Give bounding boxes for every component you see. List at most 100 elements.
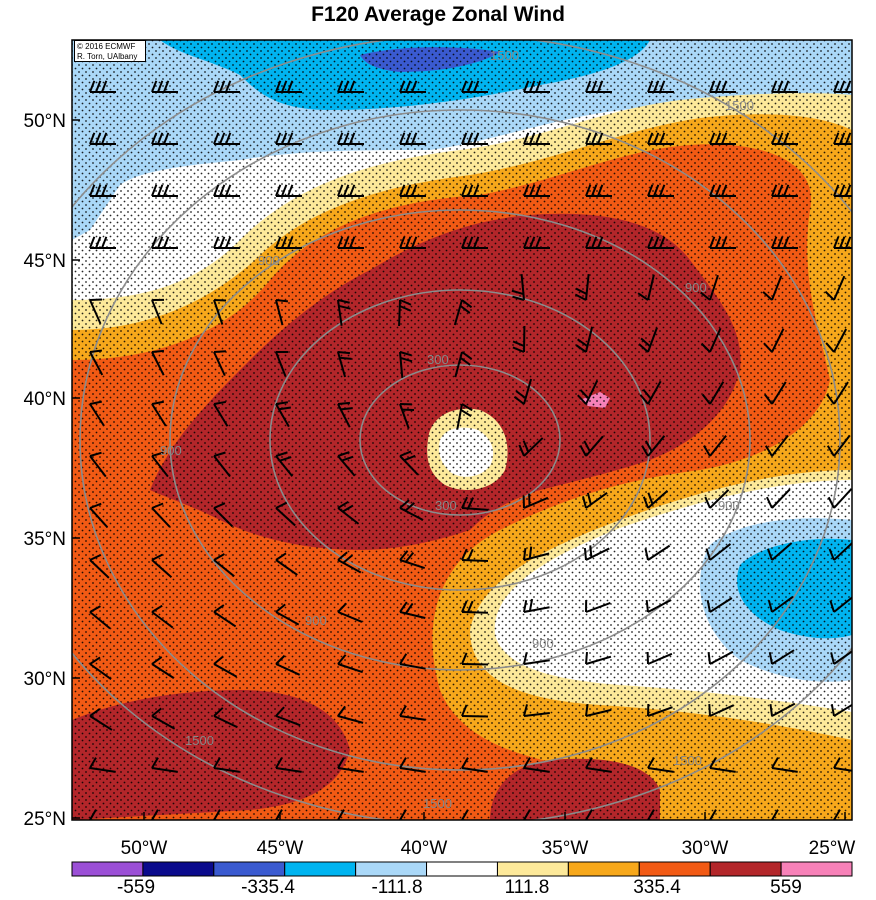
- wind-barb: [709, 543, 732, 561]
- wind-barb: [275, 507, 296, 527]
- wind-barb-feather: [213, 809, 221, 820]
- wind-barb-feather: [89, 757, 97, 769]
- wind-barb-feather: [89, 349, 103, 353]
- wind-barb-feather: [762, 291, 773, 301]
- wind-barb-feather: [839, 80, 846, 93]
- wind-barb-feather: [281, 80, 288, 93]
- wind-barb: [213, 507, 234, 528]
- colorbar-swatch: [355, 861, 428, 877]
- wind-barb-feather: [845, 132, 852, 145]
- wind-barb-feather: [705, 548, 711, 561]
- wind-barb: [585, 274, 590, 301]
- colorbar: [71, 861, 853, 877]
- wind-barb-feather: [95, 132, 102, 145]
- wind-barb-feather: [467, 184, 474, 197]
- wind-barb: [213, 715, 238, 729]
- wind-barb-feather: [281, 236, 288, 249]
- wind-barb-feather: [405, 236, 412, 249]
- lat-axis: 50°N 45°N 40°N 35°N 30°N 25°N: [24, 111, 80, 830]
- wind-barb-feather: [709, 757, 717, 769]
- wind-barb-feather: [337, 757, 345, 769]
- wind-barb-feather: [461, 184, 468, 197]
- wind-barb-feather: [518, 444, 525, 457]
- wind-barb: [275, 455, 294, 477]
- wind-barb-feather: [771, 809, 779, 820]
- wind-barb-feather: [783, 80, 790, 93]
- wind-barb-feather: [700, 342, 711, 353]
- wind-barb-feather: [337, 809, 345, 820]
- wind-barb-feather: [101, 132, 108, 145]
- contour-labels: 1500 1500 900 900 900 300 300 900 900 90…: [160, 48, 754, 811]
- colorbar-swatch: [284, 861, 357, 877]
- wind-barb: [461, 559, 489, 563]
- wind-barb-feather: [528, 598, 534, 612]
- contour-label: 900: [305, 613, 327, 628]
- wind-barb-feather: [763, 342, 773, 353]
- wind-barb-feather: [647, 80, 654, 93]
- wind-barb-feather: [721, 184, 728, 197]
- lon-tick-label: 30°W: [682, 838, 729, 859]
- wind-barb-feather: [399, 705, 407, 717]
- wind-barb-feather: [721, 80, 728, 93]
- wind-barb-feather: [523, 600, 528, 613]
- wind-barb-feather: [709, 132, 716, 145]
- wind-barb-feather: [591, 236, 598, 249]
- wind-barb-feather: [513, 395, 525, 405]
- wind-barb: [461, 663, 489, 666]
- wind-barb-feather: [399, 809, 407, 820]
- wind-barb-feather: [659, 236, 666, 249]
- wind-barb-feather: [287, 132, 294, 145]
- wind-barb-feather: [833, 757, 841, 769]
- wind-barb: [213, 455, 231, 478]
- wind-barb: [771, 434, 789, 457]
- wind-barb-feather: [278, 406, 291, 411]
- contour-label: 900: [258, 253, 280, 268]
- wind-barb-feather: [219, 80, 226, 93]
- wind-barb-feather: [783, 236, 790, 249]
- wind-barb-feather: [95, 184, 102, 197]
- wind-barb-feather: [163, 80, 170, 93]
- wind-barb-feather: [337, 654, 347, 665]
- wind-barb-feather: [583, 440, 591, 452]
- lat-tick-label: 40°N: [24, 389, 66, 410]
- wind-barb-feather: [535, 184, 542, 197]
- wind-barb-feather: [641, 445, 649, 457]
- wind-barb-feather: [783, 184, 790, 197]
- wind-barb: [213, 767, 240, 773]
- wind-barb-feather: [591, 80, 598, 93]
- lat-tick-label: 45°N: [24, 251, 66, 272]
- wind-barb-feather: [709, 184, 716, 197]
- wind-barb: [709, 327, 722, 353]
- wind-barb-feather: [279, 456, 292, 462]
- wind-barb-feather: [213, 451, 226, 457]
- wind-barb-feather: [411, 132, 418, 145]
- wind-barb-feather: [213, 707, 224, 717]
- wind-barb: [585, 491, 608, 509]
- wind-barb-feather: [461, 299, 473, 309]
- wind-barb-feather: [591, 184, 598, 197]
- lon-tick-label: 50°W: [121, 838, 168, 859]
- wind-barb-feather: [473, 236, 480, 249]
- wind-barb-feather: [829, 600, 835, 613]
- wind-barb: [275, 403, 290, 428]
- wind-barb-feather: [645, 599, 649, 613]
- wind-barb-feather: [213, 655, 224, 665]
- wind-barb-feather: [213, 604, 225, 613]
- wind-barb-feather: [700, 291, 711, 301]
- wind-barb-feather: [703, 445, 711, 457]
- wind-barb: [89, 663, 112, 680]
- wind-barb-feather: [399, 757, 407, 769]
- wind-barb-feather: [399, 550, 409, 561]
- wind-barb-feather: [399, 601, 408, 613]
- wind-barb: [399, 351, 404, 378]
- wind-barb-feather: [523, 547, 527, 561]
- wind-barb-feather: [89, 132, 96, 145]
- wind-barb-feather: [275, 501, 288, 509]
- height-contours: [72, 40, 852, 820]
- wind-barb-feather: [287, 80, 294, 93]
- wind-barb-feather: [845, 236, 852, 249]
- wind-barb-feather: [405, 602, 414, 614]
- wind-barb: [337, 507, 360, 525]
- credit-line: R. Torn, UAlbany: [77, 52, 138, 61]
- wind-barb: [833, 541, 852, 561]
